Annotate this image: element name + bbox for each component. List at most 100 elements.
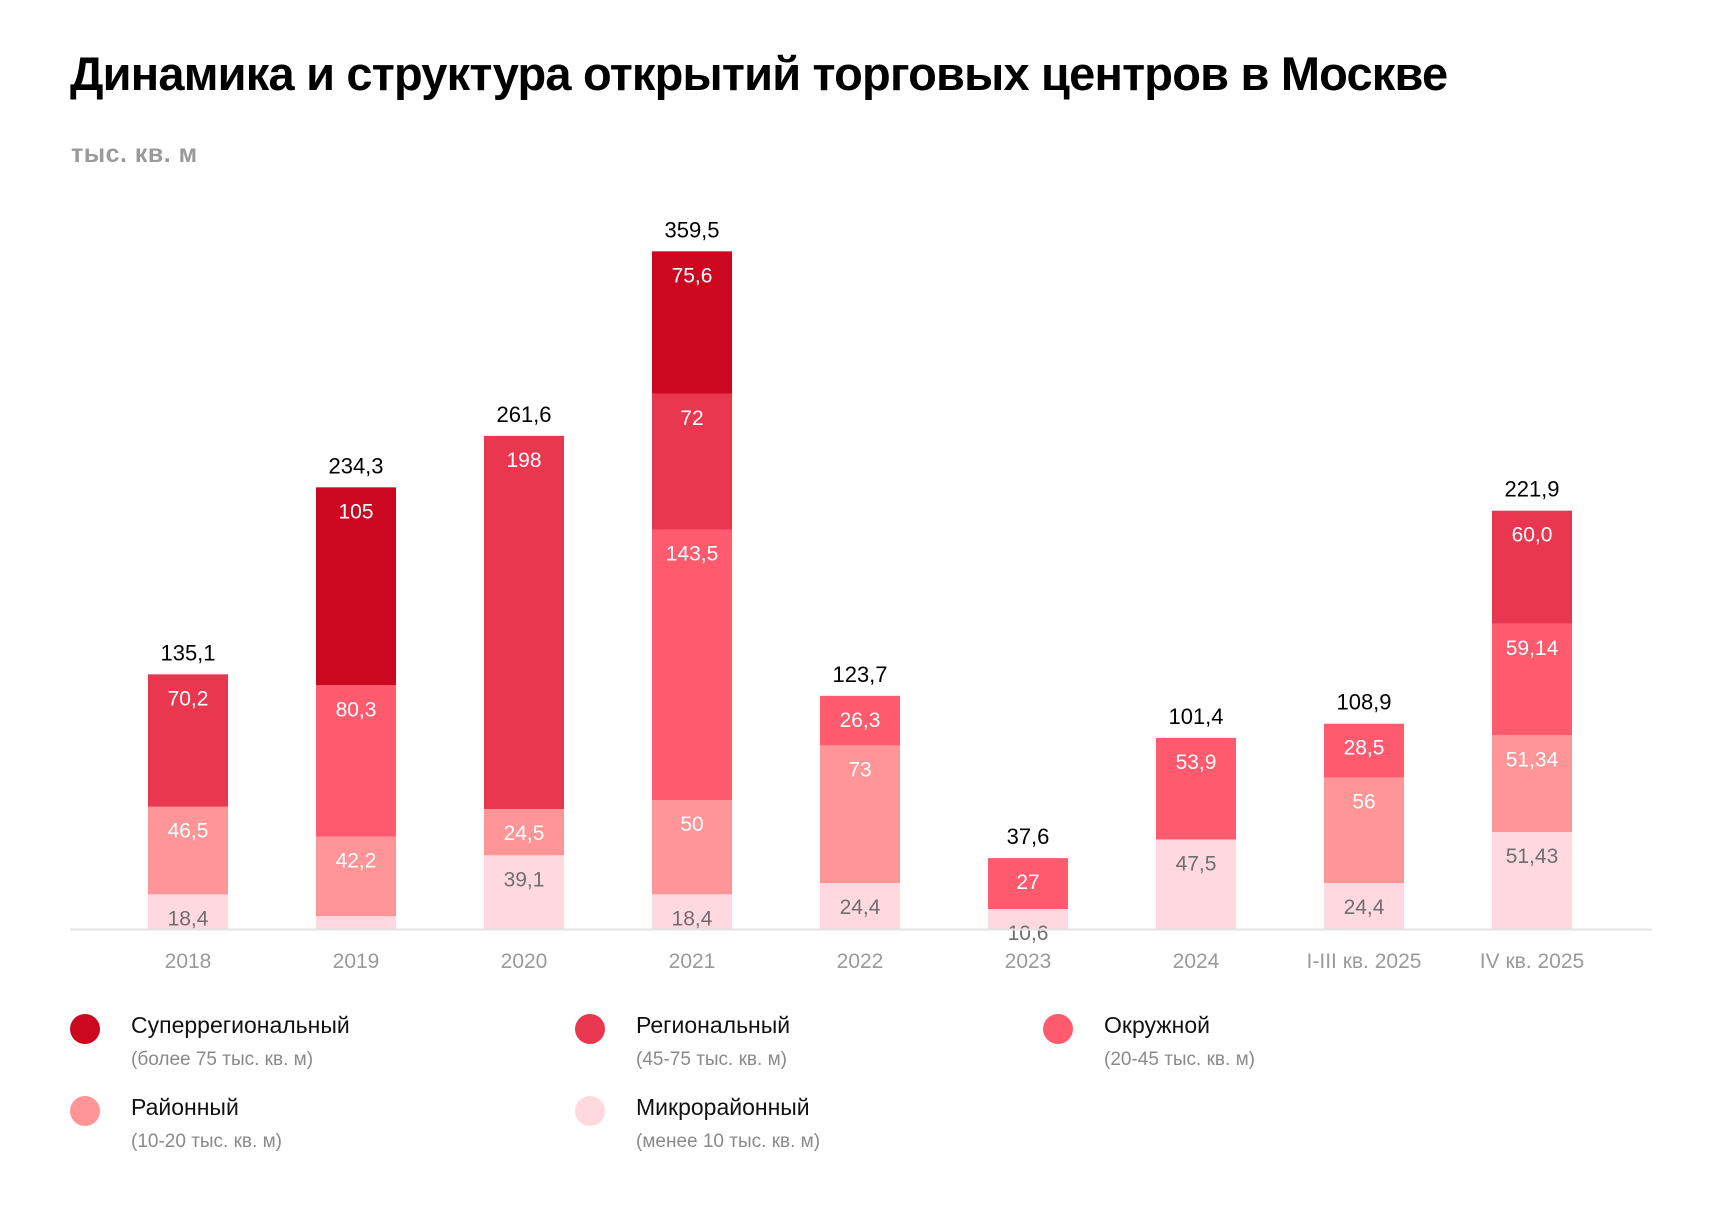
segment-value-label: 24,4	[1344, 896, 1385, 919]
segment-value-label: 39,1	[504, 868, 545, 891]
legend-swatch-icon	[70, 1096, 100, 1126]
legend-label: Микрорайонный	[636, 1094, 810, 1120]
legend-label: Районный	[131, 1094, 239, 1120]
segment-value-label: 105	[338, 500, 373, 523]
segment-value-label: 198	[506, 449, 541, 472]
chart-title: Динамика и структура открытий торговых ц…	[70, 47, 1448, 100]
segment-value-label: 59,14	[1506, 637, 1559, 660]
bar-segment-district	[652, 800, 732, 895]
segment-value-label: 47,5	[1176, 852, 1217, 875]
bar-segment-okrug	[1156, 737, 1236, 840]
segment-value-label: 143,5	[666, 543, 719, 566]
bar-segment-micro	[988, 909, 1068, 929]
segment-value-label: 72	[680, 407, 703, 430]
segment-value-label: 28,5	[1344, 737, 1385, 760]
bar-segment-micro	[1492, 832, 1572, 929]
bar-segment-micro	[1156, 839, 1236, 929]
total-value-label: 234,3	[328, 453, 383, 478]
bar-segment-district	[1324, 777, 1404, 884]
bar-segment-district	[820, 745, 900, 884]
unit-label: тыс. кв. м	[71, 140, 198, 168]
legend-swatch-icon	[70, 1014, 100, 1044]
total-value-label: 108,9	[1336, 690, 1391, 715]
bar-stack: 18,4 46,5 70,2 135,1	[148, 640, 228, 930]
bar-segment-okrug	[1324, 723, 1404, 778]
bar-segment-superregional	[316, 487, 396, 686]
total-value-label: 101,4	[1168, 704, 1223, 729]
segment-value-label: 46,5	[168, 820, 209, 843]
segment-value-label: 80,3	[336, 698, 377, 721]
legend-label: Окружной	[1104, 1012, 1210, 1038]
segment-value-label: 24,5	[504, 822, 545, 845]
bar-segment-district	[148, 806, 228, 895]
segment-value-label: 18,4	[672, 907, 713, 930]
bar-stack: 24,4 56 28,5 108,9	[1324, 690, 1404, 929]
bar-segment-micro	[484, 855, 564, 929]
segment-value-label: 56	[1352, 790, 1375, 813]
x-tick-label: I-III кв. 2025	[1307, 950, 1422, 973]
bars-group: 18,4 46,5 70,2 135,1 42,2 80,3 105 234,3 39,1 24,…	[148, 217, 1572, 945]
bar-segment-micro	[316, 916, 396, 929]
segment-value-label: 60,0	[1512, 524, 1553, 547]
bar-segment-district	[484, 809, 564, 856]
legend-description: (45-75 тыс. кв. м)	[636, 1049, 787, 1070]
segment-value-label: 50	[680, 813, 703, 836]
bar-segment-okrug	[1492, 623, 1572, 736]
segment-value-label: 27	[1016, 871, 1039, 894]
segment-value-label: 70,2	[168, 687, 209, 710]
total-value-label: 123,7	[832, 662, 887, 687]
bar-segment-superregional	[652, 251, 732, 394]
segment-value-label: 10,6	[1008, 922, 1049, 945]
bar-segment-district	[1492, 735, 1572, 833]
legend-label: Региональный	[636, 1012, 791, 1038]
x-tick-label: 2021	[669, 950, 716, 973]
legend-description: (10-20 тыс. кв. м)	[131, 1131, 282, 1152]
bar-stack: 24,4 73 26,3 123,7	[820, 662, 900, 929]
legend-swatch-icon	[1043, 1014, 1073, 1044]
segment-value-label: 75,6	[672, 264, 713, 287]
segment-value-label: 18,4	[168, 907, 209, 930]
x-tick-label: 2023	[1005, 950, 1052, 973]
total-value-label: 135,1	[160, 640, 215, 665]
segment-value-label: 53,9	[1176, 751, 1217, 774]
bar-segment-okrug	[316, 685, 396, 837]
x-tick-label: 2022	[837, 950, 884, 973]
bar-segment-regional	[652, 393, 732, 530]
total-value-label: 221,9	[1504, 477, 1559, 502]
x-tick-label: 2020	[501, 950, 548, 973]
total-value-label: 37,6	[1007, 824, 1050, 849]
bar-segment-micro	[148, 894, 228, 929]
total-value-label: 359,5	[664, 217, 719, 242]
bar-segment-okrug	[988, 858, 1068, 910]
legend-swatch-icon	[575, 1014, 605, 1044]
bar-segment-micro	[1324, 883, 1404, 929]
bar-stack: 47,5 53,9 101,4	[1156, 704, 1236, 929]
legend-description: (более 75 тыс. кв. м)	[131, 1049, 314, 1070]
segment-value-label: 51,43	[1506, 845, 1559, 868]
x-axis-ticks: 2018 2019 2020 2021 2022 2023 2024 I-III кв. 20…	[165, 950, 1585, 973]
segment-value-label: 73	[848, 758, 871, 781]
bar-segment-okrug	[820, 695, 900, 746]
bar-stack: 42,2 80,3 105 234,3	[316, 453, 396, 929]
bar-segment-district	[316, 836, 396, 917]
total-value-label: 261,6	[496, 402, 551, 427]
bar-segment-regional	[484, 435, 564, 810]
stacked-bar-chart: 18,4 46,5 70,2 135,1 42,2 80,3 105 234,3 39,1 24,…	[70, 217, 1652, 973]
x-tick-label: IV кв. 2025	[1480, 950, 1584, 973]
legend-label: Суперрегиональный	[131, 1012, 350, 1038]
bar-segment-okrug	[652, 529, 732, 801]
x-tick-label: 2018	[165, 950, 212, 973]
bar-segment-regional	[148, 674, 228, 807]
x-tick-label: 2019	[333, 950, 380, 973]
bar-stack: 51,43 51,34 59,14 60,0 221,9	[1492, 477, 1572, 929]
bar-stack: 18,4 50 143,5 72 75,6 359,5	[652, 217, 732, 930]
segment-value-label: 26,3	[840, 709, 881, 732]
segment-value-label: 51,34	[1506, 748, 1559, 771]
segment-value-label: 42,2	[336, 850, 377, 873]
bar-segment-micro	[652, 894, 732, 929]
bar-stack: 39,1 24,5 198 261,6	[484, 402, 564, 929]
legend-swatch-icon	[575, 1096, 605, 1126]
bar-segment-micro	[820, 883, 900, 929]
legend-description: (20-45 тыс. кв. м)	[1104, 1049, 1255, 1070]
legend-description: (менее 10 тыс. кв. м)	[636, 1131, 821, 1152]
